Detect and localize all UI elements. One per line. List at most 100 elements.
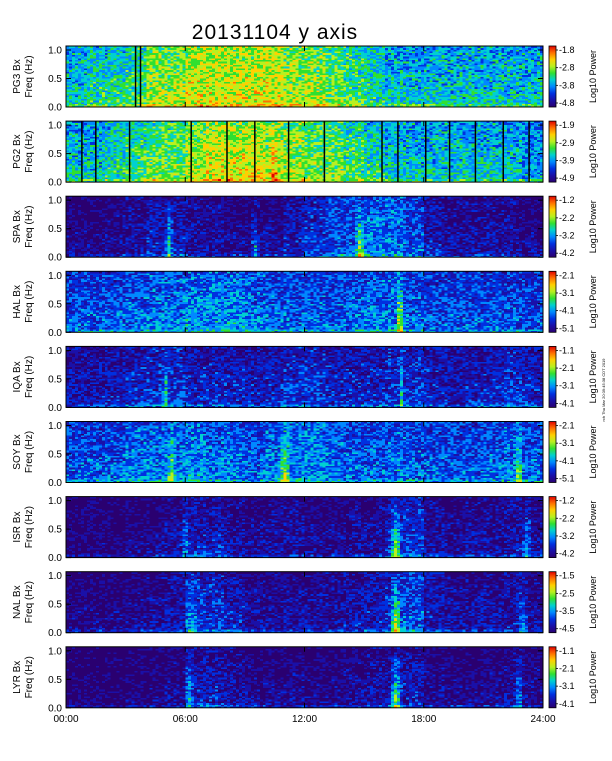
heatmap-cell: [149, 90, 153, 93]
heatmap-cell: [77, 103, 82, 106]
heatmap-cell: [128, 83, 132, 86]
heatmap-cell: [209, 83, 213, 86]
heatmap-cell: [176, 83, 180, 86]
heatmap-cell: [98, 51, 103, 54]
heatmap-cell: [71, 100, 76, 103]
heatmap-cell: [182, 105, 186, 108]
heatmap-cell: [206, 56, 210, 59]
heatmap-cell: [218, 66, 222, 69]
heatmap-cell: [92, 71, 97, 74]
heatmap-cell: [92, 79, 97, 82]
heatmap-cell: [149, 78, 153, 81]
heatmap-cell: [194, 95, 198, 98]
heatmap-cell: [146, 100, 150, 103]
heatmap-cell: [110, 100, 115, 103]
heatmap-cell: [107, 78, 112, 81]
heatmap-cell: [182, 79, 186, 82]
heatmap-cell: [152, 93, 156, 96]
heatmap-cell: [104, 49, 109, 52]
heatmap-cell: [164, 71, 168, 74]
heatmap-cell: [194, 51, 198, 54]
heatmap-cell: [77, 86, 82, 89]
heatmap-cell: [161, 74, 165, 77]
heatmap-cell: [164, 81, 168, 84]
heatmap-cell: [209, 93, 213, 96]
heatmap-cell: [107, 61, 112, 64]
heatmap-cell: [131, 49, 135, 52]
heatmap-cell: [110, 66, 115, 69]
heatmap-cell: [77, 69, 82, 72]
heatmap-cell: [179, 68, 183, 71]
heatmap-cell: [116, 79, 121, 82]
heatmap-cell: [137, 71, 141, 74]
heatmap-cell: [152, 71, 156, 74]
heatmap-cell: [149, 66, 153, 69]
heatmap-cell: [155, 51, 159, 54]
heatmap-cell: [173, 57, 177, 60]
heatmap-cell: [221, 71, 225, 74]
heatmap-cell: [194, 76, 198, 79]
heatmap-cell: [209, 64, 213, 67]
heatmap-cell: [125, 78, 130, 81]
heatmap-cell: [155, 86, 159, 89]
heatmap-cell: [212, 76, 216, 79]
heatmap-cell: [185, 91, 189, 94]
heatmap-cell: [143, 90, 147, 93]
heatmap-cell: [98, 74, 103, 77]
heatmap-cell: [122, 93, 127, 96]
heatmap-cell: [140, 100, 144, 103]
heatmap-cell: [206, 69, 210, 72]
heatmap-cell: [107, 54, 112, 57]
heatmap-cell: [146, 49, 150, 52]
heatmap-cell: [80, 66, 85, 69]
heatmap-cell: [167, 78, 171, 81]
heatmap-cell: [179, 52, 183, 55]
heatmap-cell: [80, 90, 85, 93]
heatmap-cell: [188, 52, 192, 55]
heatmap-cell: [71, 62, 76, 66]
heatmap-cell: [107, 46, 112, 49]
heatmap-cell: [161, 83, 165, 86]
heatmap-cell: [71, 51, 76, 54]
heatmap-cell: [176, 68, 180, 71]
heatmap-cell: [116, 74, 121, 77]
heatmap-cell: [203, 61, 207, 64]
heatmap-cell: [98, 62, 103, 66]
heatmap-cell: [66, 74, 70, 77]
heatmap-cell: [74, 74, 79, 77]
heatmap-cell: [66, 81, 70, 84]
heatmap-cell: [131, 61, 135, 64]
heatmap-cell: [203, 46, 207, 49]
heatmap-cell: [80, 88, 85, 91]
heatmap-cell: [212, 78, 216, 81]
heatmap-cell: [104, 51, 109, 54]
heatmap-cell: [86, 78, 91, 81]
heatmap-cell: [122, 76, 127, 79]
heatmap-cell: [176, 78, 180, 81]
heatmap-cell: [221, 81, 225, 84]
heatmap-cell: [152, 86, 156, 89]
heatmap-cell: [66, 96, 70, 99]
heatmap-cell: [92, 96, 97, 99]
heatmap-cell: [74, 86, 79, 89]
heatmap-cell: [182, 68, 186, 71]
heatmap-cell: [179, 105, 183, 108]
heatmap-cell: [110, 47, 115, 50]
heatmap-cell: [101, 84, 106, 88]
heatmap-cell: [113, 103, 118, 106]
heatmap-cell: [158, 68, 162, 71]
heatmap-cell: [131, 51, 135, 54]
heatmap-cell: [83, 73, 88, 76]
heatmap-cell: [200, 83, 204, 86]
heatmap-cell: [176, 103, 180, 106]
heatmap-cell: [137, 59, 141, 62]
heatmap-cell: [116, 86, 121, 89]
heatmap-cell: [122, 86, 127, 89]
heatmap-cell: [206, 54, 210, 57]
heatmap-cell: [218, 76, 222, 79]
heatmap-cell: [98, 105, 103, 108]
heatmap-cell: [122, 90, 127, 93]
heatmap-cell: [122, 78, 127, 81]
heatmap-cell: [74, 54, 79, 57]
heatmap-cell: [107, 51, 112, 54]
